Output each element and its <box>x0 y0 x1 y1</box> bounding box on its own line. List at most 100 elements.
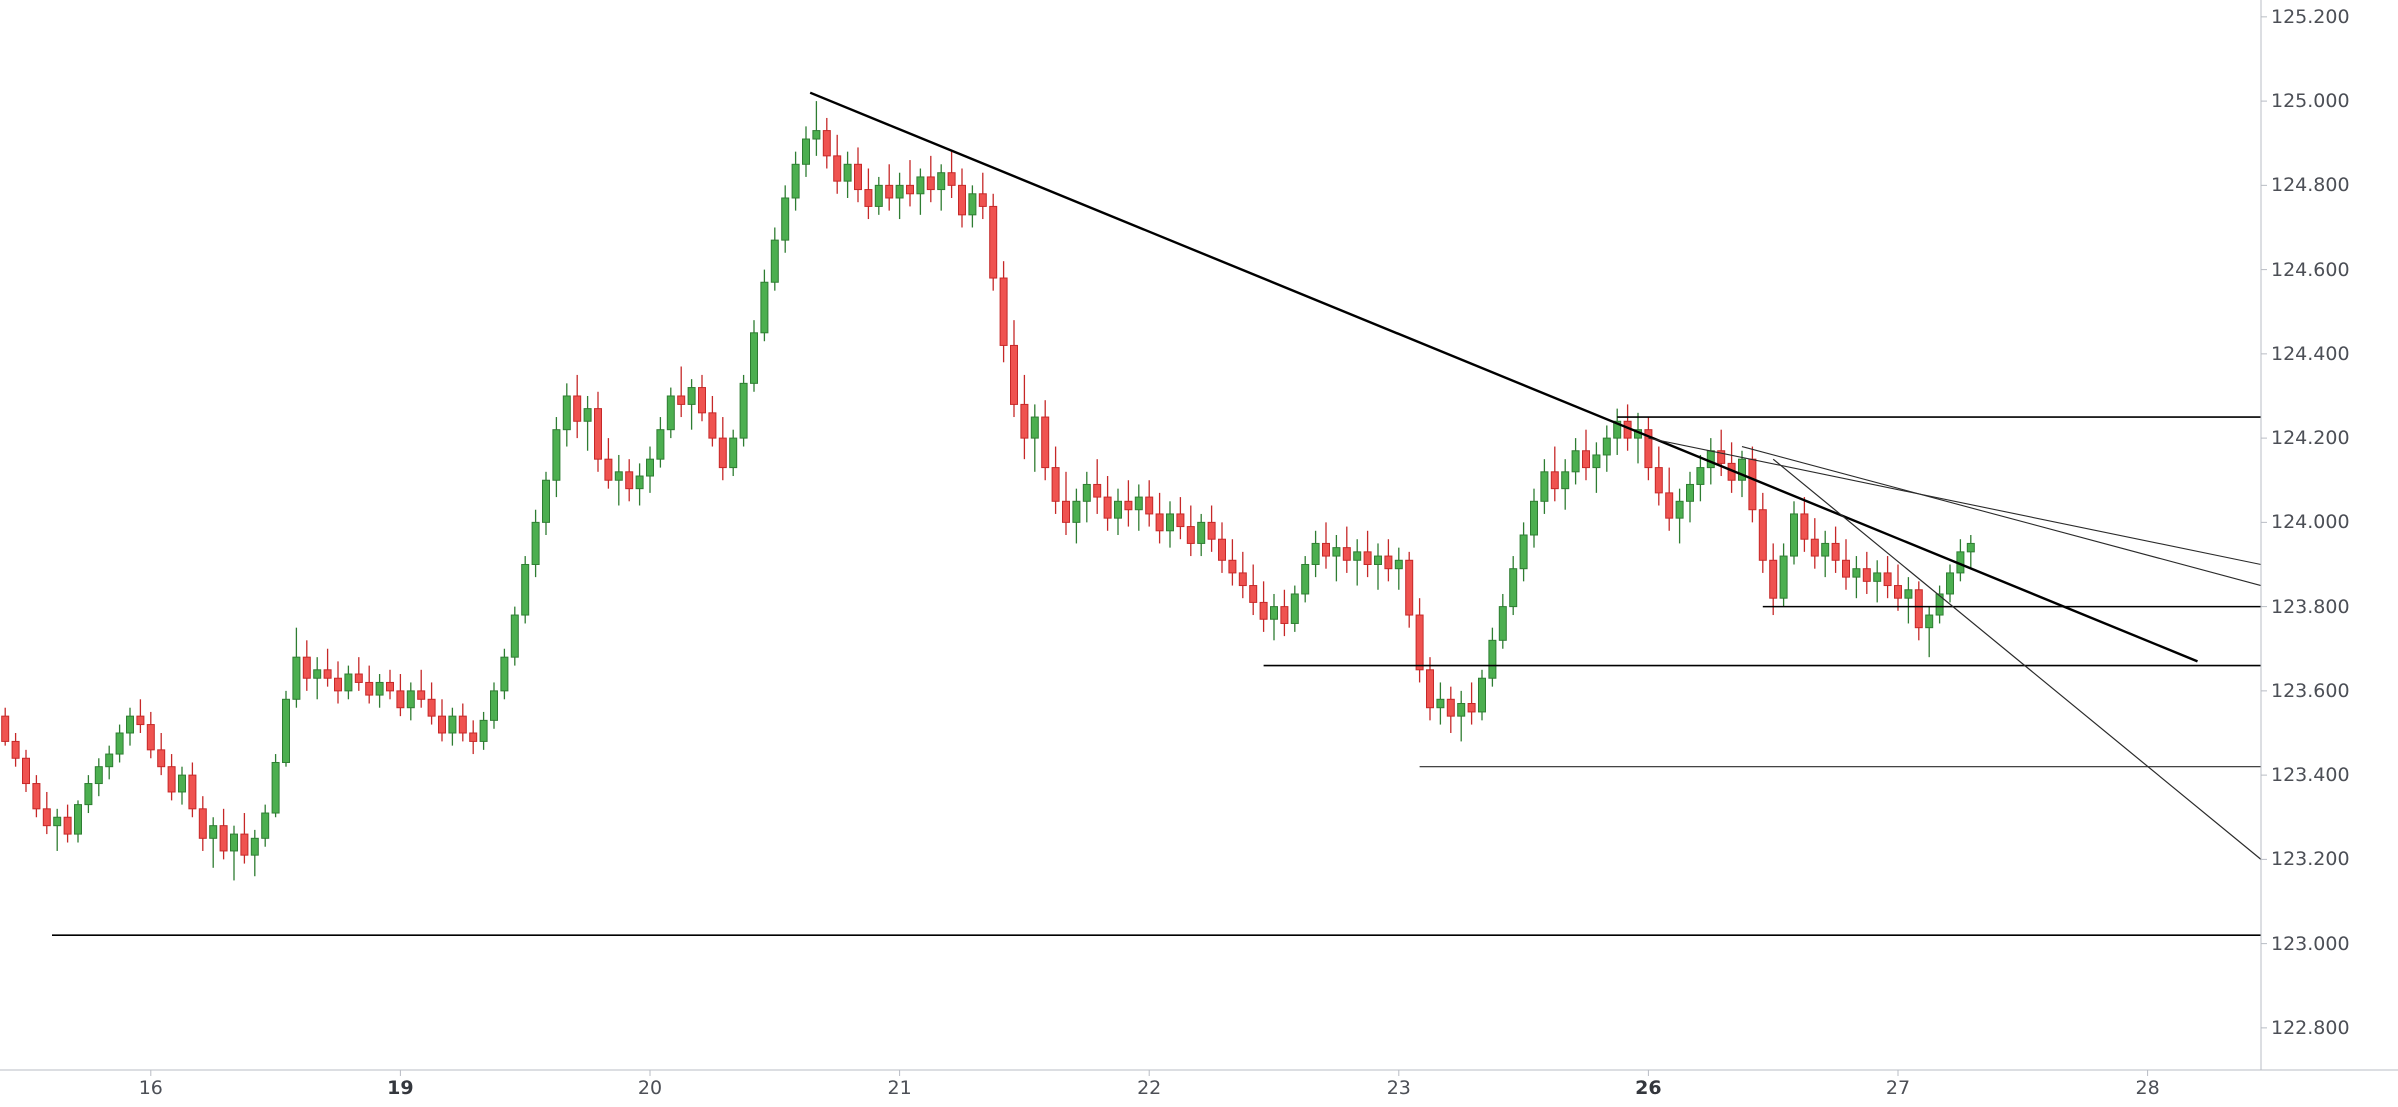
candle-body <box>42 808 51 827</box>
candle-up <box>1457 690 1466 742</box>
candle-up <box>916 168 925 215</box>
candle-body <box>573 395 582 422</box>
candle-body <box>126 715 134 734</box>
candle-body <box>1218 538 1226 561</box>
candle-up <box>1332 535 1341 582</box>
trendline[interactable] <box>1648 437 2262 566</box>
candle-up <box>1904 577 1913 624</box>
candle-up <box>562 383 571 447</box>
candle-down <box>989 193 998 291</box>
candle-down <box>1249 564 1258 616</box>
candle-body <box>1238 572 1247 587</box>
candle-body <box>1530 500 1538 536</box>
candle-body <box>677 395 686 405</box>
candle-up <box>1925 606 1934 658</box>
time-axis-label: 26 <box>1635 1077 1662 1099</box>
candle-body <box>874 184 883 207</box>
candle-body <box>188 774 197 810</box>
price-axis[interactable]: 125.200 125.000 124.800 124.600 124.400 124.2… <box>2262 0 2398 1070</box>
candle-down <box>947 151 956 198</box>
candle-up <box>531 509 540 578</box>
candle-body <box>1914 589 1923 629</box>
candle-body <box>1675 500 1684 519</box>
candle-body <box>1176 513 1185 528</box>
candle-up <box>646 446 654 493</box>
candle-body <box>1405 559 1414 616</box>
candle-up <box>1821 530 1830 578</box>
candle-body <box>1478 677 1486 713</box>
candle-up <box>375 674 384 708</box>
price-axis-label: 123.000 <box>2271 932 2350 955</box>
candle-up <box>1561 459 1570 510</box>
candle-up <box>1571 438 1580 485</box>
candle-body <box>885 184 894 199</box>
candle-body <box>261 812 270 839</box>
candle-down <box>677 366 686 418</box>
candle-body <box>1207 521 1216 540</box>
trendline[interactable] <box>809 91 2198 663</box>
candle-up <box>656 417 665 468</box>
candle-body <box>354 673 363 683</box>
candle-body <box>1925 614 1934 629</box>
candle-body <box>1301 563 1310 595</box>
time-axis-label: 16 <box>138 1077 163 1099</box>
candle-body <box>313 669 322 679</box>
candle-body <box>1290 593 1299 624</box>
candle-up <box>760 269 769 342</box>
candle-down <box>1207 505 1216 552</box>
candle-body <box>916 176 925 195</box>
candle-down <box>22 749 30 792</box>
candle-body <box>1550 471 1559 490</box>
candle-down <box>146 711 155 759</box>
candle-body <box>854 163 862 191</box>
candle-body <box>22 757 30 785</box>
candle-up <box>1946 564 1954 603</box>
candle-body <box>1686 483 1694 502</box>
candle-body <box>11 740 20 759</box>
candle-up <box>1852 556 1861 599</box>
candle-down <box>1093 459 1102 514</box>
candle-down <box>1831 526 1840 573</box>
candle-body <box>646 458 654 477</box>
candle-body <box>1654 467 1663 494</box>
candle-up <box>344 665 353 700</box>
candle-up <box>250 829 259 877</box>
candle-body <box>1342 547 1351 561</box>
candle-body <box>926 176 935 191</box>
candle-down <box>188 762 197 818</box>
candle-body <box>708 412 717 439</box>
candle-down <box>1415 598 1424 683</box>
candle-up <box>1956 539 1965 582</box>
candle-body <box>625 471 634 490</box>
candle-body <box>1665 492 1674 519</box>
candle-up <box>1634 412 1642 464</box>
candle-body <box>32 783 41 810</box>
candle-body <box>157 749 166 768</box>
candle-down <box>885 164 894 211</box>
candle-up <box>84 775 93 814</box>
candle-up <box>1394 547 1403 590</box>
candle-down <box>427 682 436 725</box>
candle-body <box>1072 500 1081 523</box>
candle-body <box>1966 542 1975 553</box>
candle-body <box>614 471 623 481</box>
candle-body <box>1738 458 1746 481</box>
candle-body <box>1561 471 1570 490</box>
candle-down <box>1758 492 1767 573</box>
candle-body <box>74 804 82 835</box>
candle-body <box>84 783 93 806</box>
price-axis-label: 124.800 <box>2271 174 2350 197</box>
candle-body <box>198 808 207 839</box>
trendline[interactable] <box>1741 446 2262 587</box>
candle-down <box>167 754 176 801</box>
candle-up <box>802 126 810 177</box>
time-axis[interactable]: 16 19 20 21 22 23 26 27 28 <box>0 1070 2398 1107</box>
candle-up <box>687 379 696 430</box>
candle-down <box>1810 518 1819 569</box>
candle-up <box>1873 560 1882 603</box>
candle-body <box>1717 450 1726 464</box>
trendline[interactable] <box>1772 458 2262 860</box>
candle-body <box>1862 568 1871 582</box>
